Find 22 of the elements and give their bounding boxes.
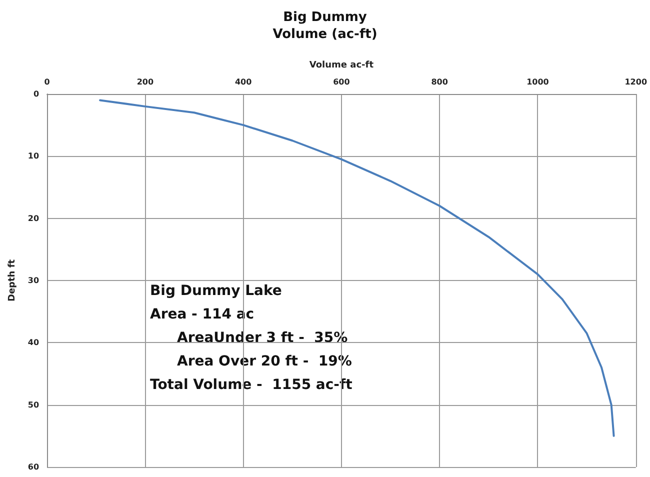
y-tick-label: 30	[28, 276, 40, 285]
x-tick-label: 800	[431, 78, 448, 86]
annotation: AreaUnder 3 ft - 35%	[177, 330, 348, 346]
y-tick-label: 50	[28, 400, 40, 410]
y-tick-label: 0	[33, 90, 40, 98]
annotation: Big Dummy Lake	[150, 283, 282, 299]
x-axis-title: Volume ac-ft	[309, 60, 374, 70]
y-tick-label: 10	[28, 152, 40, 161]
chart-title: Big Dummy	[283, 10, 368, 25]
x-tick-label: 200	[136, 78, 154, 86]
x-tick-label: 0	[44, 78, 50, 86]
y-tick-label: 40	[28, 338, 40, 348]
x-tick-label: 600	[333, 78, 350, 86]
chart-subtitle: Volume (ac-ft)	[272, 27, 378, 42]
x-tick-label: 1000	[526, 78, 550, 86]
x-tick-label: 1200	[624, 78, 648, 86]
x-tick-label: 400	[234, 78, 252, 86]
annotation: Area Over 20 ft - 19%	[177, 354, 352, 370]
y-axis-title: Depth ft	[8, 258, 18, 302]
y-tick-label: 20	[28, 214, 40, 223]
line-series	[99, 99, 615, 437]
y-tick-label: 60	[28, 462, 40, 472]
